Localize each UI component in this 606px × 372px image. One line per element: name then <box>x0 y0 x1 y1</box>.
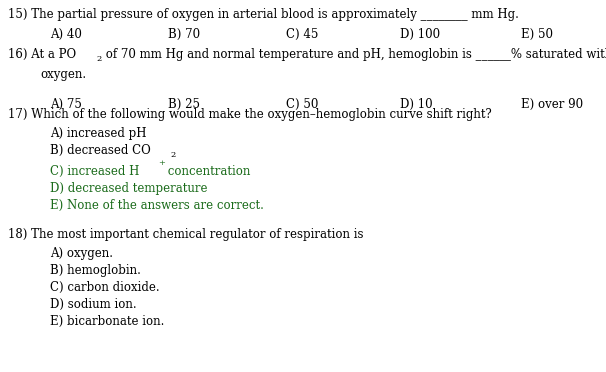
Text: E) None of the answers are correct.: E) None of the answers are correct. <box>50 199 264 212</box>
Text: oxygen.: oxygen. <box>40 68 86 81</box>
Text: C) increased H: C) increased H <box>50 165 139 178</box>
Text: 2: 2 <box>170 151 175 159</box>
Text: D) sodium ion.: D) sodium ion. <box>50 298 136 311</box>
Text: C) 45: C) 45 <box>286 28 318 41</box>
Text: B) 70: B) 70 <box>168 28 200 41</box>
Text: A) 40: A) 40 <box>50 28 82 41</box>
Text: D) decreased temperature: D) decreased temperature <box>50 182 207 195</box>
Text: A) increased pH: A) increased pH <box>50 127 147 140</box>
Text: B) hemoglobin.: B) hemoglobin. <box>50 264 141 277</box>
Text: +: + <box>158 159 165 167</box>
Text: E) over 90: E) over 90 <box>521 98 583 111</box>
Text: 18) The most important chemical regulator of respiration is: 18) The most important chemical regulato… <box>8 228 364 241</box>
Text: 17) Which of the following would make the oxygen–hemoglobin curve shift right?: 17) Which of the following would make th… <box>8 108 491 121</box>
Text: A) oxygen.: A) oxygen. <box>50 247 113 260</box>
Text: E) 50: E) 50 <box>521 28 553 41</box>
Text: B) decreased CO: B) decreased CO <box>50 144 151 157</box>
Text: A) 75: A) 75 <box>50 98 82 111</box>
Text: of 70 mm Hg and normal temperature and pH, hemoglobin is ______% saturated with: of 70 mm Hg and normal temperature and p… <box>102 48 606 61</box>
Text: C) 50: C) 50 <box>286 98 318 111</box>
Text: E) bicarbonate ion.: E) bicarbonate ion. <box>50 315 164 328</box>
Text: D) 10: D) 10 <box>400 98 433 111</box>
Text: D) 100: D) 100 <box>400 28 440 41</box>
Text: concentration: concentration <box>164 165 250 178</box>
Text: 2: 2 <box>96 55 101 63</box>
Text: B) 25: B) 25 <box>168 98 200 111</box>
Text: C) carbon dioxide.: C) carbon dioxide. <box>50 281 159 294</box>
Text: 16) At a PO: 16) At a PO <box>8 48 76 61</box>
Text: 15) The partial pressure of oxygen in arterial blood is approximately ________ m: 15) The partial pressure of oxygen in ar… <box>8 8 519 21</box>
